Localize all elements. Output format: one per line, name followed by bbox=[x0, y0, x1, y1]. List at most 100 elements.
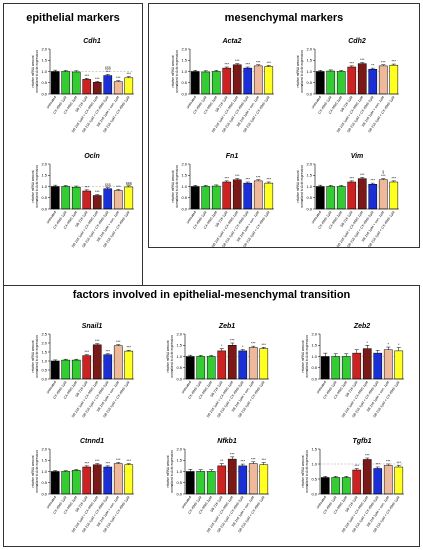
chart-9: Ctnnd1 relative mRNA amountnormalized to … bbox=[31, 438, 134, 533]
y-tick-label: 2.0 bbox=[181, 46, 187, 51]
x-tick-label: untreated bbox=[46, 210, 58, 224]
bar bbox=[326, 186, 336, 210]
significance-label: *** bbox=[95, 459, 100, 463]
significance-label: *** bbox=[262, 343, 267, 347]
y-tick-label: 2.0 bbox=[311, 331, 317, 336]
bar bbox=[103, 466, 113, 495]
significance-label: *** bbox=[127, 346, 132, 350]
y-tick-label: 2.0 bbox=[306, 46, 312, 51]
y-tick-label: 0.5 bbox=[181, 195, 187, 200]
bar bbox=[253, 65, 263, 95]
significance-label: *** bbox=[251, 342, 256, 346]
x-tick-label: untreated bbox=[46, 380, 58, 394]
significance-label: *** bbox=[106, 349, 111, 353]
bar bbox=[238, 465, 248, 495]
bar bbox=[378, 65, 388, 95]
bar bbox=[331, 477, 341, 495]
y-tick-label: 0.0 bbox=[176, 376, 182, 381]
bar bbox=[82, 466, 92, 495]
significance-label: *** bbox=[256, 60, 261, 64]
chart-title: Tgfb1 bbox=[352, 438, 371, 445]
bar bbox=[103, 188, 113, 210]
bar bbox=[196, 356, 206, 380]
y-axis-label: relative mRNA amountnormalized to Actb e… bbox=[31, 450, 39, 493]
y-axis-label: relative mRNA amountnormalized to Actb e… bbox=[31, 165, 39, 208]
bar bbox=[50, 186, 60, 210]
bar bbox=[341, 356, 351, 380]
bar bbox=[232, 179, 242, 210]
chart-title: Nfkb1 bbox=[217, 438, 237, 445]
x-tick-label: untreated bbox=[311, 210, 323, 224]
y-tick-label: 0.5 bbox=[306, 80, 312, 85]
bar bbox=[331, 356, 341, 380]
y-tick-label: 0.0 bbox=[181, 91, 187, 96]
x-tick-label: untreated bbox=[316, 380, 328, 394]
mesenchymal-panel-title: mesenchymal markers bbox=[224, 12, 344, 24]
bar bbox=[113, 81, 123, 95]
y-tick-label: 2.5 bbox=[41, 331, 47, 336]
bar bbox=[196, 471, 206, 495]
y-tick-label: 1.5 bbox=[41, 58, 47, 63]
y-tick-label: 0.0 bbox=[41, 376, 47, 381]
significance-label: *** bbox=[241, 460, 246, 464]
chart-title: Zeb2 bbox=[353, 323, 370, 330]
y-axis-label-line: normalized to Actb expression bbox=[175, 50, 179, 93]
y-axis-label: relative mRNA amountnormalized to Actb e… bbox=[301, 335, 309, 378]
significance-label: *** bbox=[95, 339, 100, 343]
bar bbox=[352, 352, 362, 380]
bar bbox=[222, 67, 232, 95]
bar bbox=[336, 71, 346, 95]
y-tick-label: 1.0 bbox=[181, 184, 187, 189]
y-tick-label: 2.0 bbox=[176, 331, 182, 336]
bar bbox=[347, 66, 357, 95]
bar bbox=[341, 477, 351, 495]
y-tick-label: 1.5 bbox=[306, 58, 312, 63]
y-axis-label-line: relative mRNA amount bbox=[31, 170, 35, 202]
y-axis-label-line: normalized to Actb expression bbox=[305, 335, 309, 378]
bar bbox=[264, 66, 274, 95]
y-tick-label: 0.5 bbox=[41, 480, 47, 485]
emt-panel-title: factors involved in epithelial-mesenchym… bbox=[72, 289, 351, 301]
significance-label: *** bbox=[350, 176, 355, 180]
chart-2: Acta2 relative mRNA amountnormalized to A… bbox=[171, 38, 274, 133]
bar bbox=[71, 470, 81, 495]
bar bbox=[124, 186, 134, 210]
bar bbox=[394, 350, 404, 380]
bar bbox=[227, 458, 237, 495]
x-tick-label: untreated bbox=[46, 95, 58, 109]
chart-8: Zeb2 relative mRNA amountnormalized to Ac… bbox=[301, 323, 404, 418]
y-tick-label: 2.0 bbox=[176, 446, 182, 451]
bar bbox=[124, 350, 134, 380]
y-tick-label: 2.0 bbox=[306, 161, 312, 166]
bar bbox=[259, 348, 269, 380]
bar bbox=[320, 356, 330, 380]
y-axis-label-line: normalized to Actb expression bbox=[170, 450, 174, 493]
significance-label: *** bbox=[116, 340, 121, 344]
x-tick-label: untreated bbox=[316, 495, 328, 509]
significance-label: *** bbox=[106, 461, 111, 465]
bar bbox=[389, 64, 399, 95]
bar bbox=[61, 186, 71, 210]
y-tick-label: 0.5 bbox=[41, 80, 47, 85]
y-tick-label: 2.0 bbox=[41, 46, 47, 51]
x-tick-label: untreated bbox=[311, 95, 323, 109]
y-axis-label-line: normalized to Actb expression bbox=[35, 165, 39, 208]
significance-label: *** bbox=[386, 460, 391, 464]
y-tick-label: 2.0 bbox=[41, 340, 47, 345]
y-axis-label: relative mRNA amountnormalized to Actb e… bbox=[31, 335, 39, 378]
significance-label: *** bbox=[85, 74, 90, 78]
chart-title: Ctnnd1 bbox=[80, 438, 104, 445]
y-tick-label: 0.5 bbox=[311, 476, 317, 481]
y-axis-label: relative mRNA amountnormalized to Actb e… bbox=[296, 165, 304, 208]
chart-5: Vim relative mRNA amountnormalized to Act… bbox=[296, 153, 399, 248]
bar bbox=[378, 179, 388, 210]
bar bbox=[190, 71, 200, 95]
y-axis-label-line: normalized to Actb expression bbox=[300, 165, 304, 208]
significance-label: *** bbox=[251, 457, 256, 461]
significance-label: *** bbox=[230, 339, 235, 343]
y-tick-label: 1.5 bbox=[41, 458, 47, 463]
bar bbox=[113, 345, 123, 380]
y-axis-label-line: normalized to Actb expression bbox=[35, 450, 39, 493]
y-tick-label: 2.0 bbox=[181, 161, 187, 166]
bar bbox=[61, 471, 71, 495]
